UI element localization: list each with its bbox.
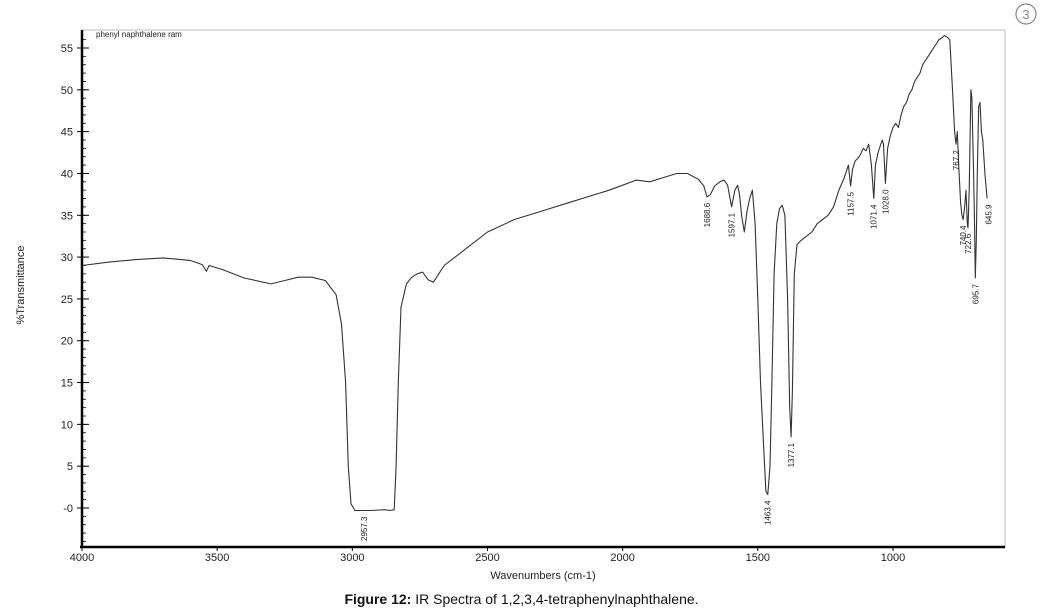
x-axis-title: Wavenumbers (cm-1) xyxy=(490,570,595,582)
y-tick-label: -0 xyxy=(63,503,73,515)
y-tick-label: 10 xyxy=(61,419,73,431)
figure-caption: Figure 12: IR Spectra of 1,2,3,4-tetraph… xyxy=(0,591,1043,607)
y-axis-title: %Transmittance xyxy=(15,245,27,324)
peak-label: 1157.5 xyxy=(846,191,855,215)
y-tick-label: 40 xyxy=(61,168,73,180)
peak-label: 2957.3 xyxy=(360,516,369,541)
peak-label: 722.6 xyxy=(964,233,973,254)
page-number-mark: 3 xyxy=(1015,3,1037,25)
x-tick-label: 2500 xyxy=(475,552,499,564)
x-tick-label: 2000 xyxy=(610,552,634,564)
x-tick-label: 3500 xyxy=(205,552,229,564)
peak-label: 1071.4 xyxy=(870,204,879,229)
peak-label: 1377.1 xyxy=(787,442,796,467)
page-number-circle xyxy=(1015,3,1037,25)
y-tick-label: 45 xyxy=(61,127,73,139)
y-tick-label: 55 xyxy=(61,43,73,55)
series-group xyxy=(81,34,988,512)
peak-label: 695.7 xyxy=(971,283,980,304)
y-tick-label: 35 xyxy=(61,210,73,222)
spectrum-line xyxy=(81,34,988,512)
x-tick-label: 1500 xyxy=(746,552,770,564)
y-tick-label: 50 xyxy=(61,85,73,97)
peak-label: 767.2 xyxy=(952,150,961,171)
y-tick-label: 15 xyxy=(61,378,73,390)
caption-prefix: Figure 12: xyxy=(344,591,412,607)
y-tick-label: 25 xyxy=(61,294,73,306)
peak-label: 1688.6 xyxy=(703,202,712,227)
y-tick-label: 30 xyxy=(61,252,73,264)
peak-labels: 2957.3 1688.6 1597.1 1463.4 1377.1 1157.5 1071… xyxy=(360,150,994,541)
peak-label: 1028.0 xyxy=(881,189,890,214)
page-number-text: 3 xyxy=(1022,7,1029,22)
y-tick-label: 5 xyxy=(67,461,73,473)
peak-label: 645.9 xyxy=(985,204,994,225)
y-tick-label: 20 xyxy=(61,336,73,348)
x-tick-label: 3000 xyxy=(340,552,364,564)
peak-label: 1463.4 xyxy=(764,500,773,525)
x-tick-label: 4000 xyxy=(70,552,94,564)
x-ticks: 4000 3500 3000 2500 2000 1500 1000 xyxy=(70,547,905,564)
peak-label: 1597.1 xyxy=(728,212,737,237)
peak-label: 740.4 xyxy=(959,225,968,246)
caption-text: IR Spectra of 1,2,3,4-tetraphenylnaphtha… xyxy=(411,591,699,607)
sample-label: phenyl naphthalene ram xyxy=(96,30,182,39)
y-ticks: -0 5 10 15 20 25 30 35 40 45 50 55 xyxy=(61,43,89,515)
x-tick-label: 1000 xyxy=(881,552,905,564)
